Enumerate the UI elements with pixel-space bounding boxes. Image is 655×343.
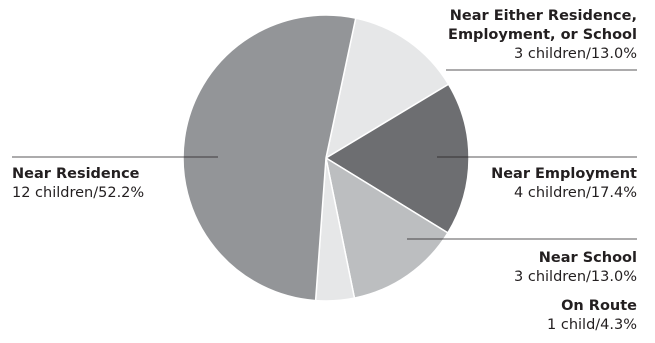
leader-lines [12,69,637,240]
slice-label-value: 4 children/17.4% [514,185,637,201]
slice-label-name: Near School [539,250,637,266]
slice-label-name: Near Residence [12,166,140,182]
slice-label-value: 3 children/13.0% [514,46,637,62]
pie-slice-near-school [324,156,449,300]
slice-label-name: Near Either Residence, [450,8,637,24]
slice-label-name: On Route [561,298,637,314]
pie-slice-near-either-residence-employment-or-school [324,17,450,160]
slice-label-name: Employment, or School [448,27,637,43]
slice-label-name: Near Employment [491,166,637,182]
pie-slice-near-employment [324,83,470,234]
slice-label-value: 12 children/52.2% [12,185,144,201]
pie-slice-near-residence [182,14,357,302]
pie-slices [182,14,470,302]
slice-labels: Near Either Residence, Employment, or Sch… [12,8,637,333]
slice-label-value: 1 child/4.3% [547,317,637,333]
slice-label-value: 3 children/13.0% [514,269,637,285]
